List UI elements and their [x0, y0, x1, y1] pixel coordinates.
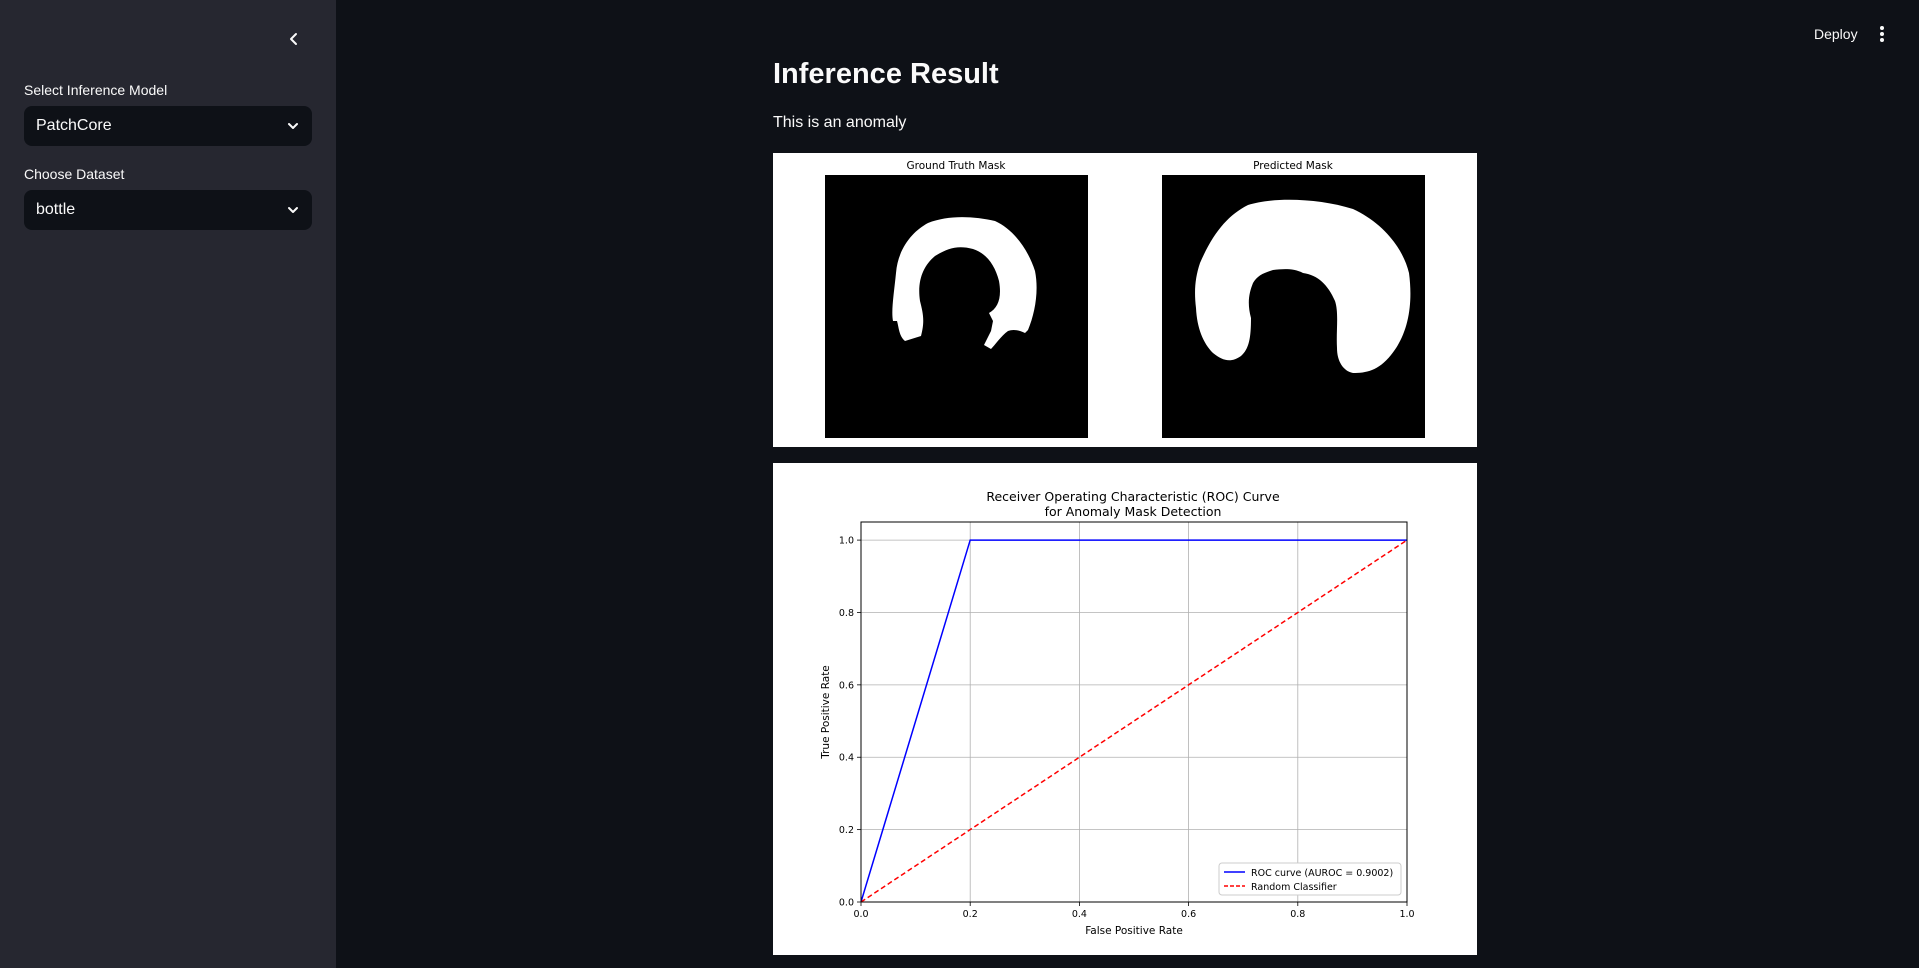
dataset-select-label: Choose Dataset: [24, 166, 125, 182]
roc-figure: Receiver Operating Characteristic (ROC) …: [773, 463, 1477, 955]
ground-truth-mask-image: [825, 175, 1088, 438]
deploy-button[interactable]: Deploy: [1814, 26, 1858, 42]
model-select[interactable]: PatchCore: [24, 106, 312, 146]
x-axis-label: False Positive Rate: [1085, 925, 1183, 937]
x-tick-label: 0.8: [1290, 909, 1305, 920]
legend-label-random: Random Classifier: [1251, 882, 1337, 893]
chevron-down-icon: [286, 203, 300, 217]
result-text: This is an anomaly: [773, 114, 907, 131]
model-select-label: Select Inference Model: [24, 82, 168, 98]
dataset-select[interactable]: bottle: [24, 190, 312, 230]
y-tick-label: 0.4: [839, 753, 854, 764]
plot-frame: [860, 521, 1408, 903]
chart-legend: ROC curve (AUROC = 0.9002) Random Classi…: [1218, 862, 1402, 896]
dataset-select-value: bottle: [36, 201, 76, 218]
x-tick-label: 0.6: [1181, 909, 1196, 920]
page-title: Inference Result: [773, 58, 999, 90]
y-tick-label: 0.2: [839, 825, 854, 836]
masks-figure: Ground Truth Mask Predicted Mask: [773, 153, 1477, 447]
ground-truth-mask-title: Ground Truth Mask: [907, 160, 1007, 172]
chevron-down-icon: [286, 119, 300, 133]
legend-box: [1218, 862, 1402, 896]
y-tick-label: 0.8: [839, 608, 854, 619]
y-tick-label: 0.0: [839, 898, 854, 909]
more-vertical-icon: [1880, 26, 1884, 42]
x-tick-label: 1.0: [1399, 909, 1414, 920]
random-classifier-line: [860, 539, 1408, 903]
legend-label-roc: ROC curve (AUROC = 0.9002): [1251, 868, 1393, 879]
chart-title-line1: Receiver Operating Characteristic (ROC) …: [986, 489, 1280, 504]
collapse-sidebar-button[interactable]: [280, 26, 308, 52]
y-tick-label: 0.6: [839, 680, 854, 691]
y-tick-label: 1.0: [839, 536, 854, 547]
predicted-mask-title: Predicted Mask: [1253, 160, 1334, 172]
chevron-left-icon: [290, 33, 297, 45]
x-tick-label: 0.2: [963, 909, 978, 920]
main-menu-button[interactable]: [1870, 22, 1894, 46]
chart-title-line2: for Anomaly Mask Detection: [1045, 504, 1222, 519]
sidebar: Select Inference Model PatchCore Choose …: [0, 0, 336, 968]
y-axis-label: True Positive Rate: [820, 665, 832, 760]
roc-curve-line: [860, 539, 1407, 903]
predicted-mask-image: [1162, 175, 1425, 438]
model-select-value: PatchCore: [36, 117, 112, 134]
x-tick-label: 0.4: [1072, 909, 1087, 920]
x-tick-label: 0.0: [853, 909, 868, 920]
